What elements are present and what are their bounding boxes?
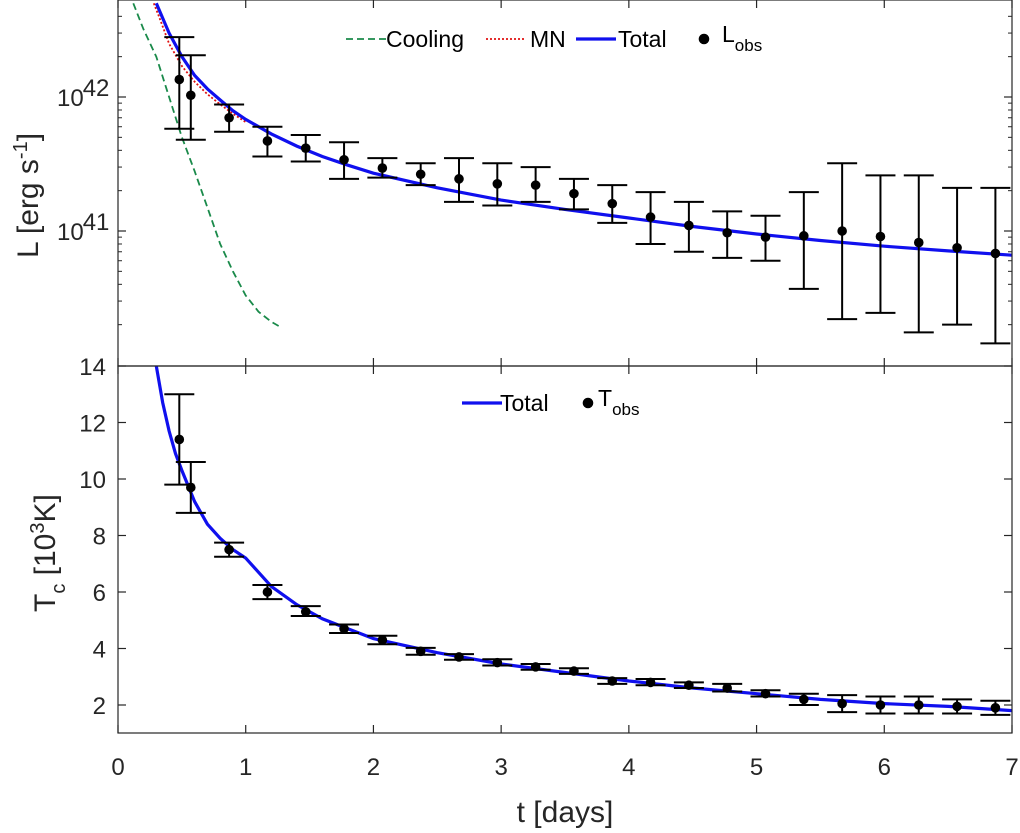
chart-1-data-point-14 [684, 680, 694, 691]
x-tick-label-6: 6 [878, 754, 891, 781]
x-axis-title: t [days] [517, 796, 614, 829]
temperature-y-axis-title: Tc [103K] [27, 494, 70, 612]
chart-1-data-point-21 [952, 701, 962, 712]
luminosity-panel: 1042 1041 Cooling MN Total Lobs L [erg s-1] [10, 0, 1013, 367]
chart-1-data-point-19 [875, 700, 886, 710]
temperature-axes-frame [117, 365, 1013, 734]
temperature-legend-item-t-swatch [582, 397, 594, 409]
chart-0-data-point-8 [454, 174, 464, 184]
chart-0-data-point-10 [530, 180, 541, 190]
x-tick-label-3: 3 [494, 754, 507, 781]
chart-1-data-point-18 [837, 698, 847, 709]
luminosity-legend-item-total-label: Total [618, 26, 667, 52]
chart-1-data-point-0 [174, 434, 185, 445]
chart-0-data-point-20 [913, 237, 924, 248]
chart-1-data-point-4 [300, 606, 311, 617]
x-tick-labels: 0 1 2 3 4 5 6 7 [111, 754, 1018, 781]
luminosity-legend-item-mn-label: MN [530, 26, 566, 52]
chart-0-data-point-19 [875, 231, 886, 242]
luminosity-y-axis-title: L [erg s-1] [10, 133, 45, 258]
chart-1-series-total-line [154, 366, 1012, 713]
chart-1-data-point-3 [262, 587, 273, 597]
luminosity-legend-item-cooling-label: Cooling [386, 26, 464, 52]
chart-0-data-point-22 [990, 248, 1001, 259]
chart-0-data-point-15 [722, 227, 732, 238]
luminosity-legend-item-l-label: Lobs [722, 21, 762, 55]
chart-0-data-point-1 [185, 90, 196, 101]
chart-0-data-point-5 [339, 154, 349, 165]
chart-1-data-point-13 [645, 677, 656, 688]
x-tick-label-1: 1 [239, 754, 252, 781]
chart-1-data-point-16 [760, 688, 771, 699]
chart-0-data-point-17 [799, 231, 809, 241]
chart-0-data-point-0 [174, 74, 185, 85]
chart-0-data-point-18 [837, 226, 847, 236]
chart-0-data-point-7 [415, 169, 426, 180]
chart-0-data-point-9 [492, 179, 503, 189]
temperature-y-tick-label-2: 6 [93, 580, 106, 607]
chart-1-data-point-22 [990, 703, 1001, 713]
x-tick-label-4: 4 [622, 754, 635, 781]
temperature-y-tick-label-6: 14 [79, 354, 106, 381]
chart-1-data-point-11 [569, 666, 579, 676]
temperature-y-tick-label-5: 12 [79, 411, 106, 438]
chart-0-data-point-4 [300, 143, 311, 153]
temperature-legend-item-total-label: Total [500, 390, 549, 416]
chart-1-data-point-9 [492, 657, 503, 668]
chart-0-data-point-11 [569, 188, 579, 199]
luminosity-plot-area [132, 2, 1012, 345]
x-tick-label-2: 2 [367, 754, 380, 781]
luminosity-y-tick-label-1: 1041 [57, 209, 109, 246]
chart-0-data-point-3 [262, 136, 273, 146]
chart-0-data-point-21 [952, 242, 962, 253]
chart-1-data-point-17 [799, 694, 809, 705]
temperature-legend-item-t-label: Tobs [598, 385, 639, 419]
chart-0-series-total-line [154, 2, 1012, 257]
luminosity-legend-item-l-swatch [698, 33, 710, 45]
chart-1-data-point-8 [454, 652, 464, 662]
chart-0-data-point-6 [377, 163, 388, 173]
chart-1-data-point-12 [607, 676, 618, 686]
x-tick-label-7: 7 [1005, 754, 1018, 781]
chart-1-data-point-6 [377, 635, 388, 645]
chart-0-data-point-12 [607, 198, 618, 209]
luminosity-y-tick-labels: 1042 1041 [57, 75, 109, 246]
chart-0-data-point-2 [224, 112, 234, 123]
luminosity-ticks [117, 0, 1013, 366]
chart-0-data-point-14 [684, 220, 694, 231]
chart-1-data-point-1 [185, 482, 196, 493]
luminosity-legend: Cooling MN Total Lobs [346, 21, 762, 55]
temperature-y-tick-label-4: 10 [79, 467, 106, 494]
temperature-legend: Total Tobs [462, 385, 639, 419]
chart-1-data-point-15 [722, 683, 732, 693]
x-tick-label-5: 5 [750, 754, 763, 781]
chart-1-data-point-20 [913, 700, 924, 710]
temperature-y-tick-label-1: 4 [93, 637, 106, 664]
temperature-y-tick-label-0: 2 [93, 693, 106, 720]
chart-1-data-point-7 [415, 646, 426, 657]
temperature-plot-area [154, 366, 1012, 716]
x-tick-label-0: 0 [111, 754, 124, 781]
chart-0-data-point-13 [645, 212, 656, 222]
luminosity-y-tick-label-0: 1042 [57, 75, 109, 112]
temperature-ticks [117, 365, 1013, 733]
temperature-y-tick-labels: 2 4 6 8 10 12 14 [79, 354, 106, 720]
temperature-y-tick-label-3: 8 [93, 524, 106, 551]
chart-1-data-point-10 [530, 662, 541, 672]
chart-0-series-cooling-line [132, 2, 282, 329]
chart-0-data-point-16 [760, 232, 771, 242]
chart-1-data-point-2 [224, 544, 234, 555]
chart-1-data-point-5 [339, 623, 349, 634]
